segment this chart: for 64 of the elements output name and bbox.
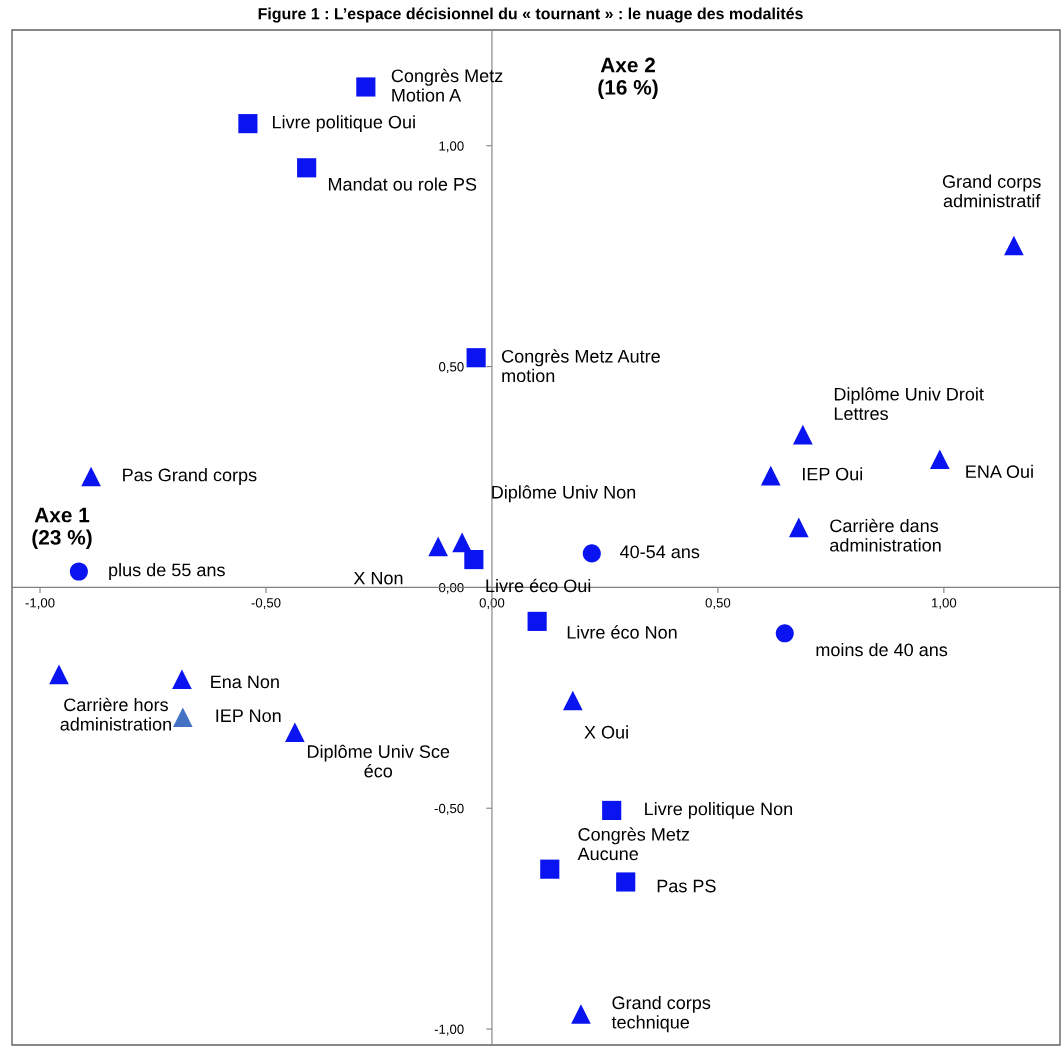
- annotation: Carrière dans administration: [830, 518, 941, 552]
- annotation: IEP Non: [216, 709, 281, 723]
- annotation: Livre politique Non: [645, 802, 793, 819]
- annotation: plus de 55 ans: [109, 563, 225, 580]
- point: [760, 465, 781, 486]
- annotation: IEP Oui: [802, 467, 863, 481]
- point: [285, 722, 305, 743]
- x-tick-label: 0,00: [479, 598, 505, 610]
- point: [428, 536, 448, 557]
- annotation: Livre éco Non: [567, 625, 677, 639]
- annotation: Congrès Metz Motion A: [391, 68, 503, 102]
- point: [582, 544, 601, 563]
- point: [540, 859, 560, 879]
- annotation: Pas PS: [657, 879, 716, 893]
- y-axis-title: Axe 2 (16 %): [598, 57, 658, 99]
- x-tick-label: 1,00: [932, 598, 957, 610]
- annotation: Livre politique Oui: [272, 115, 415, 133]
- point: [49, 664, 69, 685]
- y-tick-label: -0,50: [434, 803, 464, 815]
- annotation: Carrière hors administration: [60, 697, 171, 731]
- annotation: Pas Grand corps: [123, 468, 257, 485]
- point: [173, 707, 193, 728]
- annotation: Grand corps technique: [611, 995, 711, 1033]
- annotation: X Non: [353, 571, 403, 585]
- annotation: ENA Oui: [966, 464, 1033, 479]
- x-axis-title: Axe 1 (23 %): [32, 507, 92, 549]
- annotation: Diplôme Univ Non: [492, 485, 636, 503]
- point: [527, 611, 547, 631]
- y-tick-label: -1,00: [434, 1024, 464, 1036]
- annotation: Grand corps administratif: [942, 174, 1041, 208]
- point: [929, 449, 950, 470]
- annotation: 40-54 ans: [620, 545, 700, 559]
- x-tick-label: 0,50: [705, 598, 731, 610]
- point: [452, 532, 472, 553]
- y-tick-label: 0,50: [439, 362, 464, 374]
- annotation: Diplôme Univ Droit Lettres: [834, 387, 984, 420]
- annotation: Ena Non: [211, 675, 279, 689]
- point: [788, 517, 809, 538]
- x-tick-label: -0,50: [251, 598, 281, 610]
- point: [602, 800, 622, 820]
- point: [775, 624, 794, 643]
- point: [793, 424, 813, 445]
- annotation: Livre éco Oui: [486, 578, 591, 593]
- point: [563, 690, 583, 711]
- annotation: X Oui: [584, 725, 628, 739]
- y-tick-label: 1,00: [439, 141, 464, 153]
- point: [1004, 235, 1024, 256]
- point: [69, 562, 88, 581]
- point: [616, 872, 636, 892]
- annotation: Diplôme Univ Sce éco: [307, 744, 450, 778]
- point: [81, 466, 101, 487]
- x-tick-label: -1,00: [25, 598, 55, 610]
- chart-title: Figure 1 : L’espace décisionnel du « tournant » : le nuage des modalités: [258, 7, 803, 23]
- annotation: Mandat ou role PS: [328, 177, 477, 191]
- point: [356, 77, 376, 97]
- point: [571, 1004, 591, 1024]
- annotation: Congrès Metz Aucune: [577, 827, 690, 861]
- annotation: Congrès Metz Autre motion: [502, 349, 660, 383]
- point: [297, 158, 317, 178]
- point: [238, 114, 258, 134]
- point: [172, 669, 192, 690]
- point: [464, 549, 484, 570]
- point: [466, 348, 486, 368]
- annotation: moins de 40 ans: [816, 642, 948, 657]
